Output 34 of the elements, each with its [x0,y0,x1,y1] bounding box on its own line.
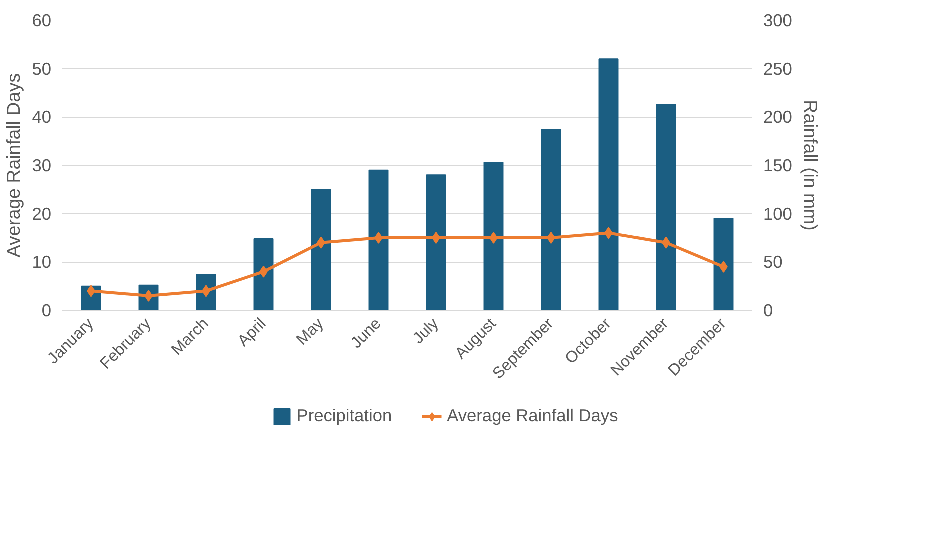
y-tick-label: 50 [32,58,52,79]
x-tick-label: May [294,315,328,349]
y2-tick-label: 200 [764,107,792,128]
y2-tick-label: 100 [764,204,792,224]
y2-tick-label: 0 [764,300,774,320]
point [490,232,498,244]
y-tick-label: 20 [32,204,52,224]
y-tick-label: 10 [32,252,52,272]
bar [598,58,619,310]
point [432,232,440,244]
legend-label: Average Rainfall Days [447,406,618,426]
bar [656,104,676,310]
bar [484,162,504,310]
y-tick-label: 60 [32,10,52,30]
y2-tick-label: 250 [764,58,792,79]
point [374,232,383,244]
bar [541,129,562,310]
legend-label: Precipitation [296,406,392,426]
y2-tick-label: 300 [764,10,792,30]
bar [426,174,446,310]
y-tick-label: 40 [32,107,52,128]
y-tick-label: 0 [42,300,52,320]
bar [311,189,332,310]
y-tick-label: 30 [32,156,52,176]
y2-axis-title: Rainfall (in mm) [800,100,822,231]
y2-tick-label: 150 [764,156,792,176]
bar [254,238,274,310]
x-tick-label: July [410,315,442,348]
bar [368,170,389,310]
point [720,261,728,273]
y2-tick-label: 50 [764,252,783,272]
point [547,232,556,244]
bar [714,218,734,310]
y-axis-title: Average Rainfall Days [3,73,24,258]
